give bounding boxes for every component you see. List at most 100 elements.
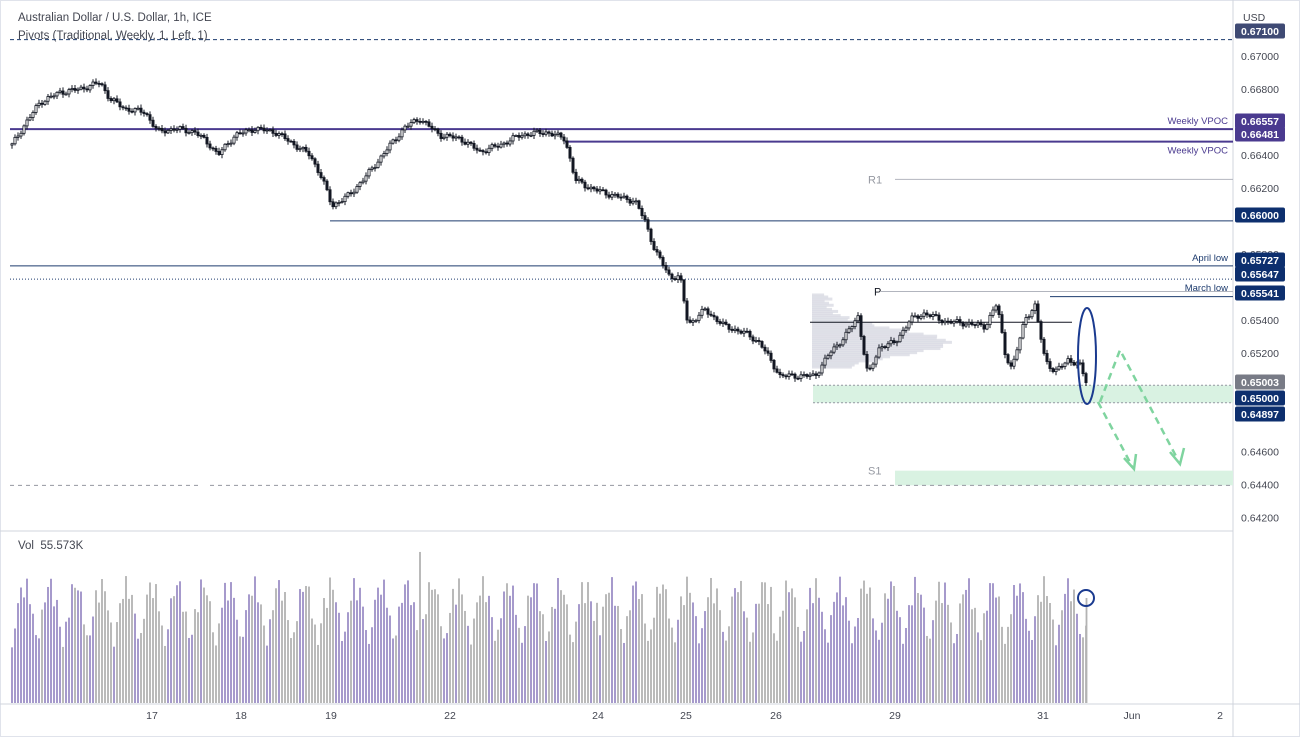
volume-bar <box>365 630 367 703</box>
x-tick-label: 17 <box>146 710 158 722</box>
candle-body <box>973 324 977 326</box>
price-label-box <box>1235 207 1285 223</box>
candle-body <box>763 346 767 352</box>
candle-body <box>1063 362 1067 367</box>
candle-body <box>700 308 704 316</box>
volume-bar <box>1028 630 1030 703</box>
volume-bar <box>1043 576 1045 703</box>
volume-bar <box>944 582 946 703</box>
volume-bar <box>500 618 502 703</box>
volume-bar <box>98 602 100 703</box>
volume-bar <box>731 596 733 703</box>
candle-body <box>946 320 950 323</box>
volume-bar <box>518 627 520 703</box>
candle-body <box>748 330 752 338</box>
candle-body <box>304 146 308 152</box>
candle-body <box>262 127 266 132</box>
candle-body <box>826 355 830 359</box>
candle-body <box>10 143 14 146</box>
candle-body <box>895 341 899 344</box>
candle-body <box>157 127 161 130</box>
candle-body <box>139 107 143 113</box>
candle-body <box>820 364 824 374</box>
projection-arrow-lower <box>1096 401 1134 467</box>
candle-body <box>538 129 542 135</box>
volume-profile-bar <box>812 363 855 367</box>
volume-bar <box>698 643 700 703</box>
candle-body <box>265 129 269 132</box>
candle-body <box>547 131 551 134</box>
candle-body <box>901 329 905 336</box>
volume-bar <box>410 605 412 703</box>
candle-body <box>715 316 719 322</box>
candle-body <box>145 113 149 116</box>
volume-profile-bar <box>812 303 834 307</box>
volume-bar <box>59 626 61 703</box>
highlight-ellipse <box>1077 307 1097 405</box>
candle-body <box>199 134 203 137</box>
candle-body <box>472 143 476 149</box>
candle-body <box>856 315 860 322</box>
candle-body <box>991 309 995 316</box>
candle-body <box>1051 368 1055 373</box>
candle-body <box>256 126 260 132</box>
volume-bar <box>866 593 868 703</box>
candle-body <box>226 143 230 146</box>
candle-body <box>733 328 737 331</box>
candle-body <box>355 186 359 193</box>
volume-bar <box>641 594 643 703</box>
volume-bar <box>386 607 388 703</box>
level-label: Weekly VPOC <box>1167 146 1228 157</box>
volume-bar <box>221 607 223 703</box>
y-tick-label: 0.65200 <box>1241 348 1279 360</box>
candle-body <box>82 86 86 90</box>
volume-bar <box>713 603 715 703</box>
volume-bar <box>899 617 901 703</box>
volume-bar <box>656 586 658 703</box>
volume-bar <box>563 594 565 703</box>
price-label-box <box>1235 406 1285 422</box>
candle-body <box>370 167 374 170</box>
volume-bar <box>1070 601 1072 703</box>
price-label-box <box>1235 266 1285 282</box>
volume-bar <box>608 592 610 703</box>
candle-body <box>868 367 872 370</box>
volume-bar <box>179 581 181 703</box>
candle-body <box>484 151 488 154</box>
candle-body <box>514 135 518 137</box>
volume-bar <box>803 631 805 703</box>
volume-bar <box>230 582 232 703</box>
volume-bar <box>62 646 64 703</box>
candle-body <box>343 195 347 203</box>
volume-bar <box>158 611 160 703</box>
volume-profile-bar <box>812 349 924 353</box>
pivot-label-s1: S1 <box>868 466 881 478</box>
volume-bar <box>572 642 574 703</box>
volume-bar <box>446 633 448 703</box>
volume-bar <box>176 585 178 703</box>
candle-body <box>970 322 974 325</box>
volume-bar <box>356 600 358 703</box>
candle-body <box>268 129 272 132</box>
volume-bar <box>560 590 562 703</box>
candle-body <box>784 375 788 378</box>
candle-body <box>910 315 914 323</box>
volume-bar <box>341 640 343 703</box>
volume-bar <box>932 620 934 703</box>
candle-body <box>214 148 218 152</box>
candle-body <box>289 140 293 143</box>
volume-bar <box>173 596 175 703</box>
candle-body <box>46 96 50 102</box>
volume-bar <box>629 610 631 703</box>
candle-body <box>799 374 803 379</box>
volume-bar <box>407 580 409 703</box>
price-label-box <box>1235 126 1285 142</box>
candle-body <box>1000 314 1004 333</box>
volume-bar <box>968 578 970 703</box>
volume-bar <box>332 589 334 703</box>
volume-bar <box>917 592 919 703</box>
candle-body <box>619 196 623 199</box>
candle-body <box>376 161 380 168</box>
candle-body <box>97 82 101 85</box>
